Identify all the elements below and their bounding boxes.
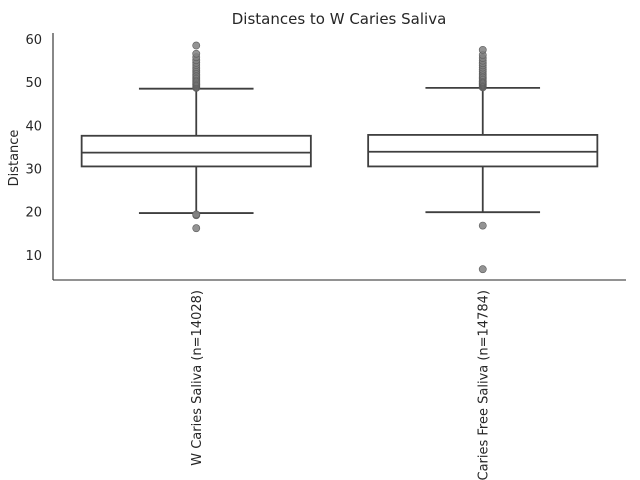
y-tick-label: 60 xyxy=(25,33,42,48)
box-group xyxy=(80,41,312,233)
chart-title: Distances to W Caries Saliva xyxy=(232,10,447,28)
outlier-point xyxy=(192,210,201,219)
x-tick-label: W Caries Saliva (n=14028) xyxy=(190,290,205,466)
outlier-point xyxy=(192,41,201,50)
x-axis: W Caries Saliva (n=14028) W Caries Free S… xyxy=(53,279,626,480)
y-axis-label: Distance xyxy=(7,130,22,187)
outlier-point xyxy=(192,224,201,233)
iqr-box xyxy=(80,134,312,168)
outlier-point xyxy=(478,265,487,274)
y-tick-label: 20 xyxy=(25,206,42,221)
y-axis: 10 20 30 40 50 60 xyxy=(25,33,54,280)
box-group xyxy=(367,45,599,274)
outlier-point xyxy=(192,49,201,58)
y-tick-label: 30 xyxy=(25,163,42,178)
outlier-point xyxy=(478,45,487,54)
plot-area xyxy=(80,41,599,274)
y-tick-label: 40 xyxy=(25,119,42,134)
y-tick-label: 10 xyxy=(25,249,42,264)
x-tick-label: W Caries Free Saliva (n=14784) xyxy=(476,290,491,480)
y-tick-label: 50 xyxy=(25,76,42,91)
outlier-point xyxy=(478,221,487,230)
iqr-box xyxy=(367,134,599,168)
